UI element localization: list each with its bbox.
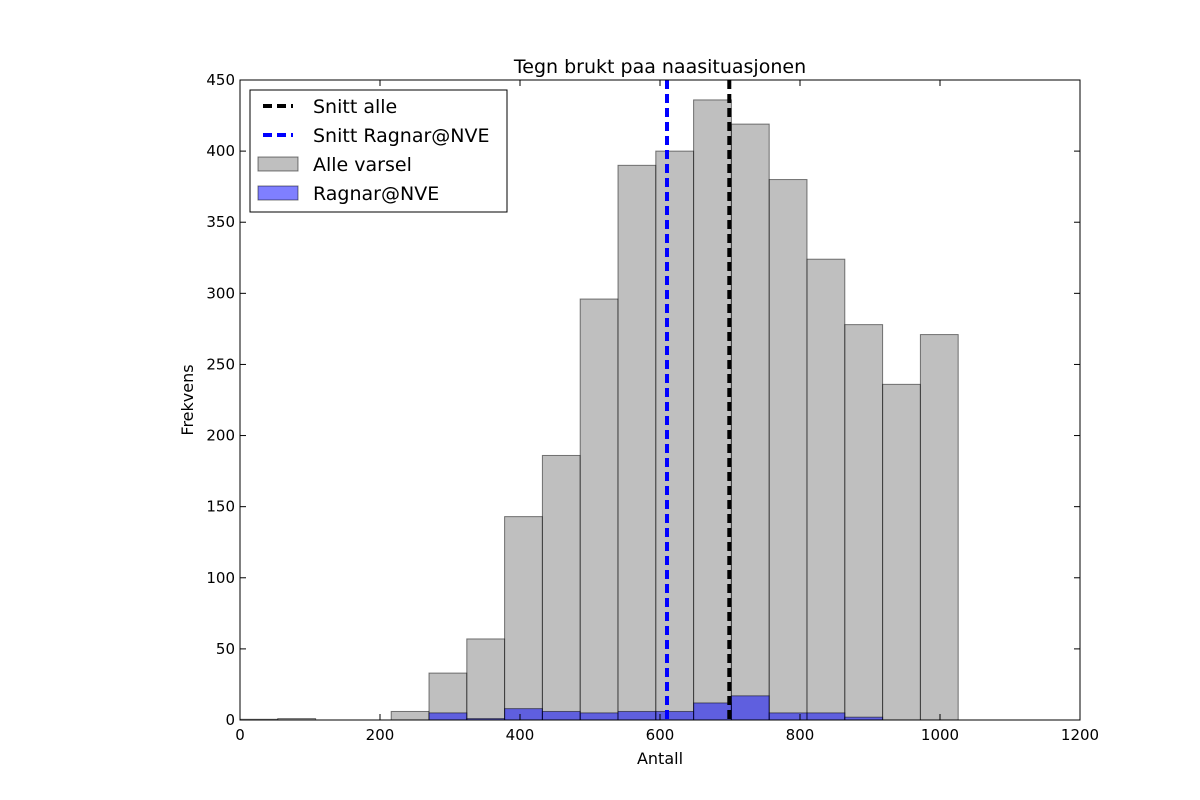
histogram-bar (693, 99, 732, 721)
histogram-bar (768, 712, 808, 721)
histogram-bar (806, 258, 846, 721)
x-tick-label: 0 (235, 726, 245, 744)
y-axis-label: Frekvens (178, 364, 197, 435)
x-tick-label: 800 (786, 726, 815, 744)
legend-label: Snitt Ragnar@NVE (313, 125, 490, 147)
y-tick-label: 400 (206, 142, 235, 160)
y-axis: 0 50 100 150 200 250 300 350 400 450 (206, 71, 1080, 729)
x-axis-label: Antall (637, 749, 683, 768)
x-tick-label: 1000 (921, 726, 959, 744)
legend-label: Alle varsel (313, 154, 412, 176)
x-tick-label: 400 (506, 726, 535, 744)
histogram-bar (730, 695, 770, 721)
x-tick-label: 600 (646, 726, 675, 744)
histogram-bar (617, 710, 657, 721)
histogram-bar (655, 150, 695, 721)
chart-title: Tegn brukt paa naasituasjonen (513, 56, 806, 78)
histogram-bar (693, 702, 732, 721)
y-tick-label: 350 (206, 213, 235, 231)
series-1-bars (428, 695, 884, 721)
y-tick-label: 0 (225, 711, 235, 729)
histogram-bar (428, 712, 468, 721)
histogram-bar (504, 708, 543, 721)
histogram-bar (617, 164, 657, 721)
histogram-bar (579, 298, 619, 721)
histogram-bar (541, 710, 581, 721)
legend-patch-swatch (257, 185, 299, 201)
histogram-bar (504, 516, 543, 721)
histogram-bar (428, 672, 468, 721)
histogram-bar (579, 712, 619, 721)
legend-label: Snitt alle (313, 96, 397, 118)
x-tick-label: 1200 (1061, 726, 1099, 744)
histogram-bar (768, 179, 808, 721)
y-tick-label: 300 (206, 284, 235, 302)
legend: Snitt alle Snitt Ragnar@NVE Alle varsel Rag… (249, 89, 508, 213)
x-axis: 0 200 400 600 800 1000 1200 (235, 80, 1099, 744)
y-tick-label: 450 (206, 71, 235, 89)
histogram-bar (655, 710, 695, 721)
y-tick-label: 200 (206, 427, 235, 445)
histogram-bar (806, 712, 846, 721)
x-tick-label: 200 (366, 726, 395, 744)
histogram-bar (844, 324, 884, 721)
y-tick-label: 100 (206, 569, 235, 587)
y-tick-label: 250 (206, 355, 235, 373)
histogram-bar (390, 710, 430, 721)
histogram-bar (730, 123, 770, 721)
plot-area (239, 80, 959, 721)
histogram-bar (882, 383, 921, 721)
legend-label: Ragnar@NVE (313, 183, 439, 205)
histogram-bar (541, 454, 581, 721)
histogram-bar (919, 334, 959, 721)
legend-patch-swatch (257, 156, 299, 172)
series-0-bars (239, 99, 959, 721)
y-tick-label: 50 (216, 640, 235, 658)
histogram-bar (466, 638, 506, 721)
y-tick-label: 150 (206, 498, 235, 516)
